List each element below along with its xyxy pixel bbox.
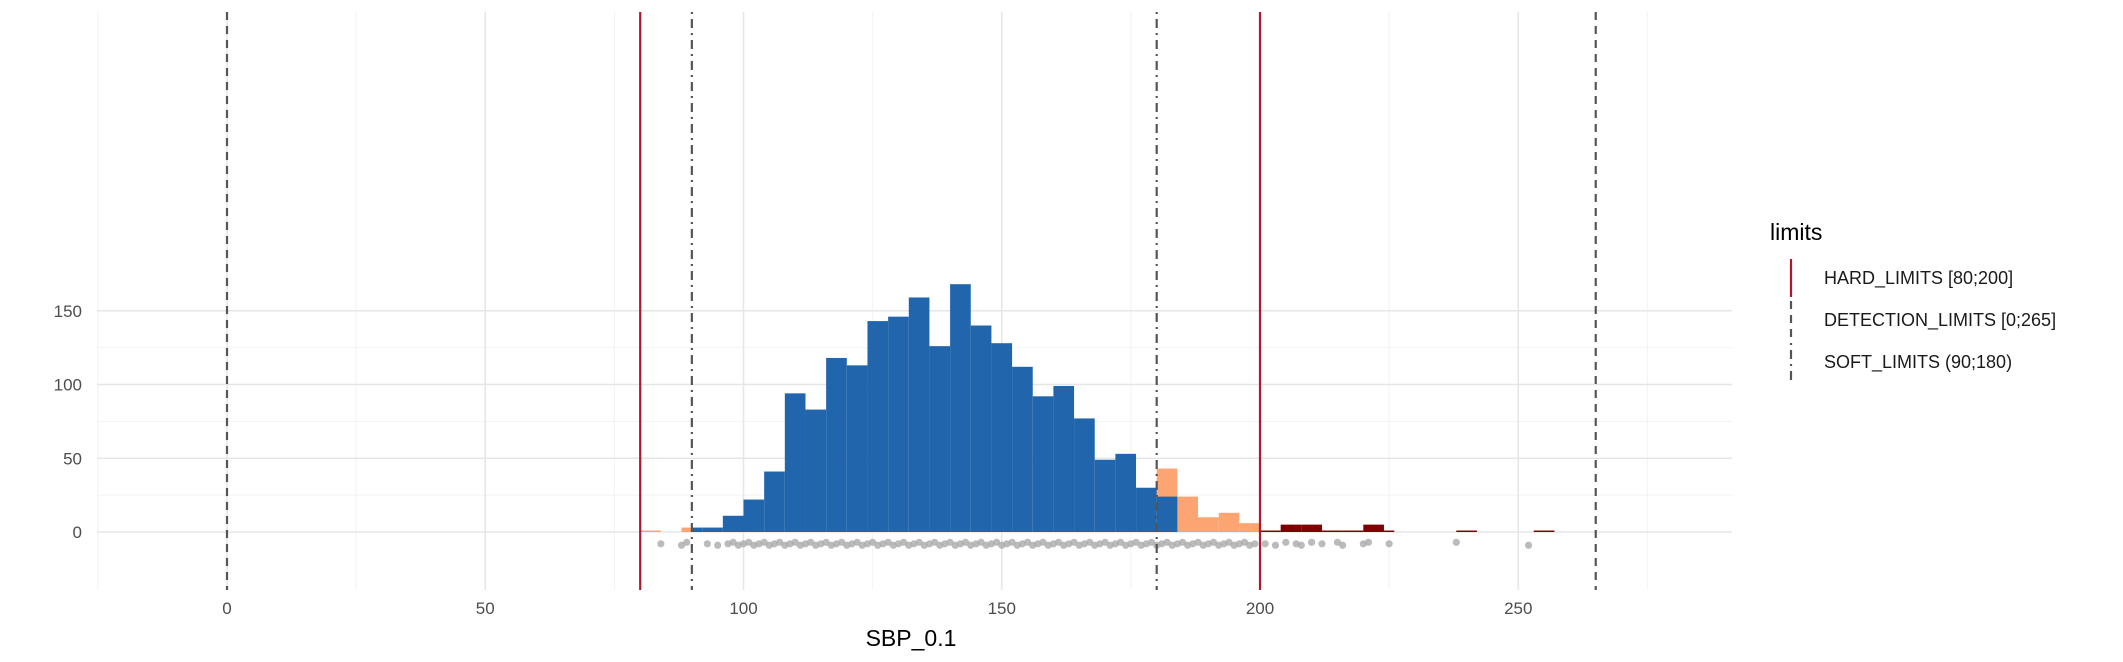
histogram-bar <box>1239 523 1260 532</box>
histogram-bar <box>826 357 847 532</box>
reference-lines <box>225 12 1597 590</box>
histogram-bar <box>888 316 909 532</box>
histogram-bar <box>640 530 661 532</box>
histogram-bar <box>1342 530 1364 532</box>
histogram-bar <box>1321 530 1343 532</box>
x-tick-label: 250 <box>1504 599 1532 618</box>
histogram-bar <box>1301 524 1322 532</box>
tick-labels: 0 50 100 150 200 250 0 50 100 150 <box>54 302 1533 618</box>
histogram-bar <box>1198 517 1219 532</box>
histogram-bar <box>691 527 703 532</box>
y-tick-label: 0 <box>73 523 82 542</box>
histogram-bar <box>1074 418 1095 532</box>
histogram-bar <box>1456 530 1477 532</box>
data-point <box>1282 538 1290 546</box>
histogram-bar <box>950 284 971 532</box>
histogram-bar <box>1177 496 1199 532</box>
x-tick-label: 200 <box>1246 599 1274 618</box>
legend-label: HARD_LIMITS [80;200] <box>1824 268 2013 289</box>
y-tick-label: 50 <box>63 449 82 468</box>
histogram-bar <box>1533 530 1555 532</box>
histogram-bar <box>1136 487 1157 532</box>
histogram-bar <box>1012 366 1033 532</box>
histogram-bar <box>929 346 951 532</box>
x-tick-label: 50 <box>476 599 495 618</box>
histogram-bar <box>1156 496 1178 532</box>
histogram-bar <box>743 499 765 532</box>
x-tick-label: 0 <box>222 599 231 618</box>
histogram-bar <box>1218 512 1240 532</box>
data-point <box>703 540 711 548</box>
histogram-bar <box>908 297 930 532</box>
histogram-bar <box>846 365 868 532</box>
data-point <box>1452 538 1460 546</box>
histogram-bar <box>1094 459 1116 532</box>
histogram-bar <box>1053 385 1075 532</box>
y-tick-label: 100 <box>54 376 82 395</box>
histogram-bar <box>722 515 744 532</box>
data-point <box>683 538 691 546</box>
data-point <box>1251 540 1259 548</box>
data-point <box>1318 540 1326 548</box>
data-point <box>1261 540 1269 548</box>
x-tick-label: 150 <box>988 599 1016 618</box>
data-point <box>1385 540 1393 548</box>
legend-label: DETECTION_LIMITS [0;265] <box>1824 310 2056 331</box>
histogram-bar <box>867 321 889 532</box>
legend-label: SOFT_LIMITS (90;180) <box>1824 352 2012 373</box>
data-point <box>1308 538 1316 546</box>
histogram-bar <box>991 343 1013 532</box>
data-point <box>1297 541 1305 549</box>
legend-title: limits <box>1770 219 1822 245</box>
x-tick-label: 100 <box>729 599 757 618</box>
histogram-bars <box>640 284 1555 532</box>
histogram-bar <box>1032 396 1054 532</box>
histogram-bar <box>1383 530 1395 532</box>
jitter-points <box>657 538 1533 549</box>
data-point <box>1364 538 1373 546</box>
histogram-bar <box>784 393 806 532</box>
histogram-bar <box>702 527 723 532</box>
y-tick-label: 150 <box>54 302 82 321</box>
data-point <box>714 541 722 549</box>
data-point <box>657 540 665 548</box>
histogram-bar <box>1115 453 1137 532</box>
data-point <box>1339 541 1347 549</box>
data-point <box>1524 541 1533 549</box>
histogram-bar <box>1280 524 1302 532</box>
histogram-bar <box>805 409 827 532</box>
histogram-bar <box>1260 530 1281 532</box>
x-axis-title: SBP_0.1 <box>866 625 957 651</box>
data-point <box>1271 541 1280 549</box>
histogram-bar <box>1363 524 1384 532</box>
histogram-bar <box>970 325 992 532</box>
histogram-bar <box>764 471 785 532</box>
histogram-bar <box>681 527 692 532</box>
legend: limits HARD_LIMITS [80;200] DETECTION_LIM… <box>1770 219 2056 381</box>
